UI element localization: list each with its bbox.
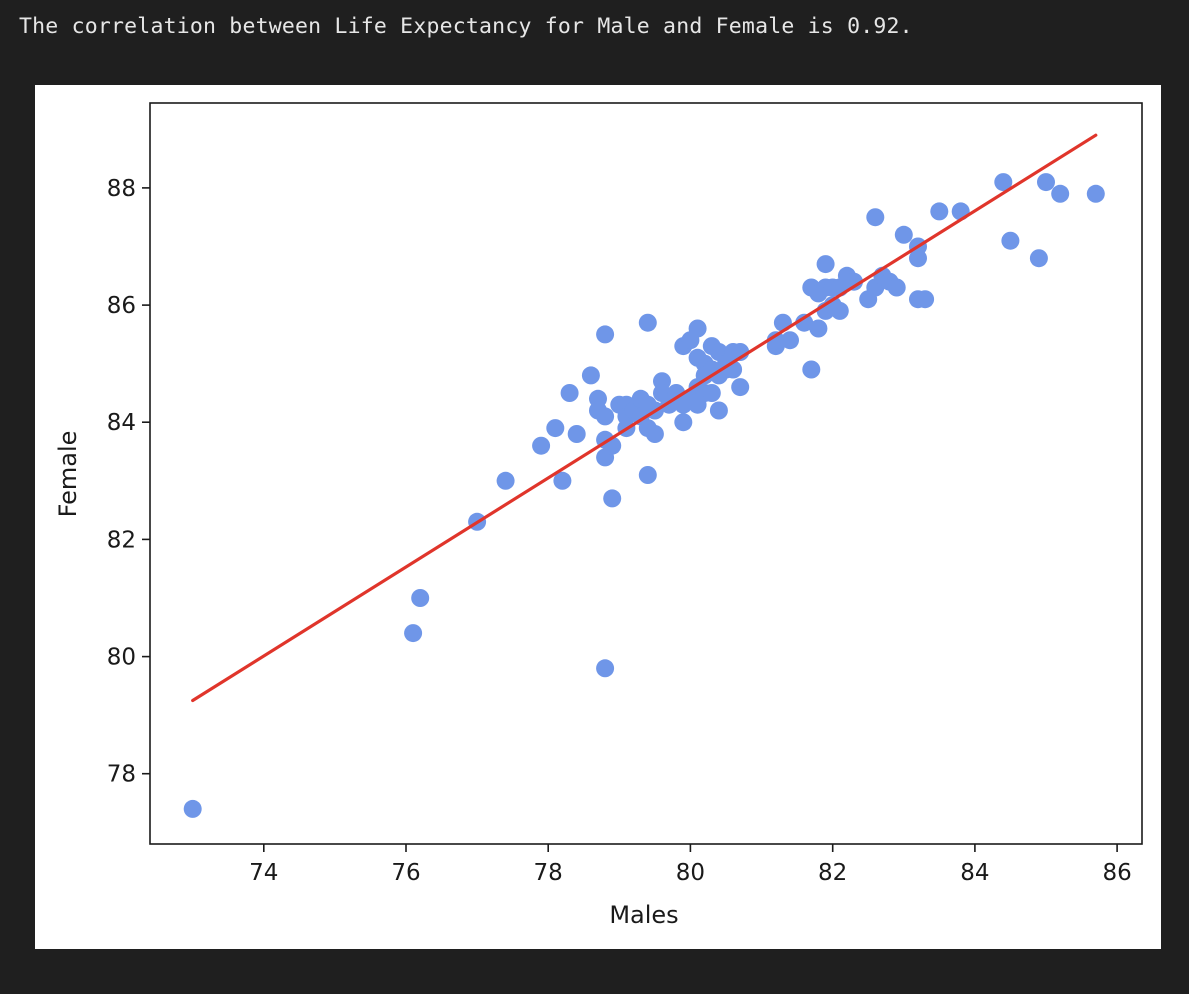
data-point [802, 360, 821, 379]
x-tick-label: 84 [960, 860, 989, 886]
data-point [887, 278, 906, 297]
x-tick-label: 86 [1102, 860, 1131, 886]
data-point [816, 255, 835, 274]
y-tick-label: 80 [107, 645, 136, 671]
data-point [596, 659, 615, 678]
data-point [994, 173, 1013, 192]
data-point [411, 589, 430, 607]
data-point [553, 471, 572, 490]
data-point [638, 466, 657, 484]
data-point [688, 319, 707, 338]
data-point [866, 208, 885, 227]
data-point [532, 436, 551, 455]
y-tick-label: 88 [107, 176, 136, 202]
data-point [560, 384, 579, 402]
x-tick-label: 80 [676, 860, 705, 886]
data-point [596, 325, 615, 344]
data-point [894, 225, 913, 244]
correlation-output-text: The correlation between Life Expectancy … [19, 14, 913, 39]
scatter-figure: 74 76 78 80 82 84 86 78 80 82 84 86 88 Males Female [35, 85, 1161, 949]
y-tick-label: 86 [107, 293, 136, 319]
data-point [567, 425, 586, 443]
data-point [731, 378, 750, 397]
regression-line [191, 133, 1098, 703]
data-point [845, 272, 863, 291]
data-point [809, 319, 828, 338]
data-point [930, 202, 949, 221]
data-point [596, 407, 615, 426]
data-point [909, 249, 927, 268]
data-point [645, 425, 664, 443]
data-point [709, 401, 728, 420]
data-point [1051, 184, 1070, 203]
data-point [603, 489, 622, 508]
y-tick-label: 84 [107, 410, 136, 436]
data-point [830, 301, 849, 320]
data-point [1029, 249, 1048, 268]
y-tick-label: 82 [107, 527, 136, 553]
data-point [916, 290, 935, 309]
x-tick-label: 74 [249, 860, 278, 886]
data-point [1086, 184, 1105, 203]
x-axis-ticks: 74 76 78 80 82 84 86 [249, 844, 1132, 886]
data-point [581, 366, 600, 385]
x-tick-label: 76 [391, 860, 420, 886]
data-point [638, 313, 657, 332]
data-point [183, 799, 202, 818]
data-point [404, 624, 423, 643]
data-point [496, 471, 515, 490]
data-points-layer [183, 173, 1105, 818]
y-tick-label: 78 [107, 762, 136, 788]
data-point [674, 413, 693, 432]
data-point [702, 384, 721, 402]
x-axis-label: Males [609, 901, 678, 929]
fit-line-layer [191, 133, 1098, 703]
data-point [1037, 173, 1055, 192]
data-point [766, 331, 785, 350]
data-point [1001, 231, 1020, 250]
data-point [795, 313, 814, 332]
x-tick-label: 78 [534, 860, 563, 886]
scatter-chart: 74 76 78 80 82 84 86 78 80 82 84 86 88 Males Female [54, 102, 1143, 929]
y-axis-ticks: 78 80 82 84 86 88 [107, 176, 150, 788]
x-tick-label: 82 [818, 860, 847, 886]
y-axis-label: Female [54, 431, 82, 518]
data-point [546, 419, 565, 438]
plot-area-frame [149, 102, 1143, 845]
data-point [781, 331, 799, 350]
